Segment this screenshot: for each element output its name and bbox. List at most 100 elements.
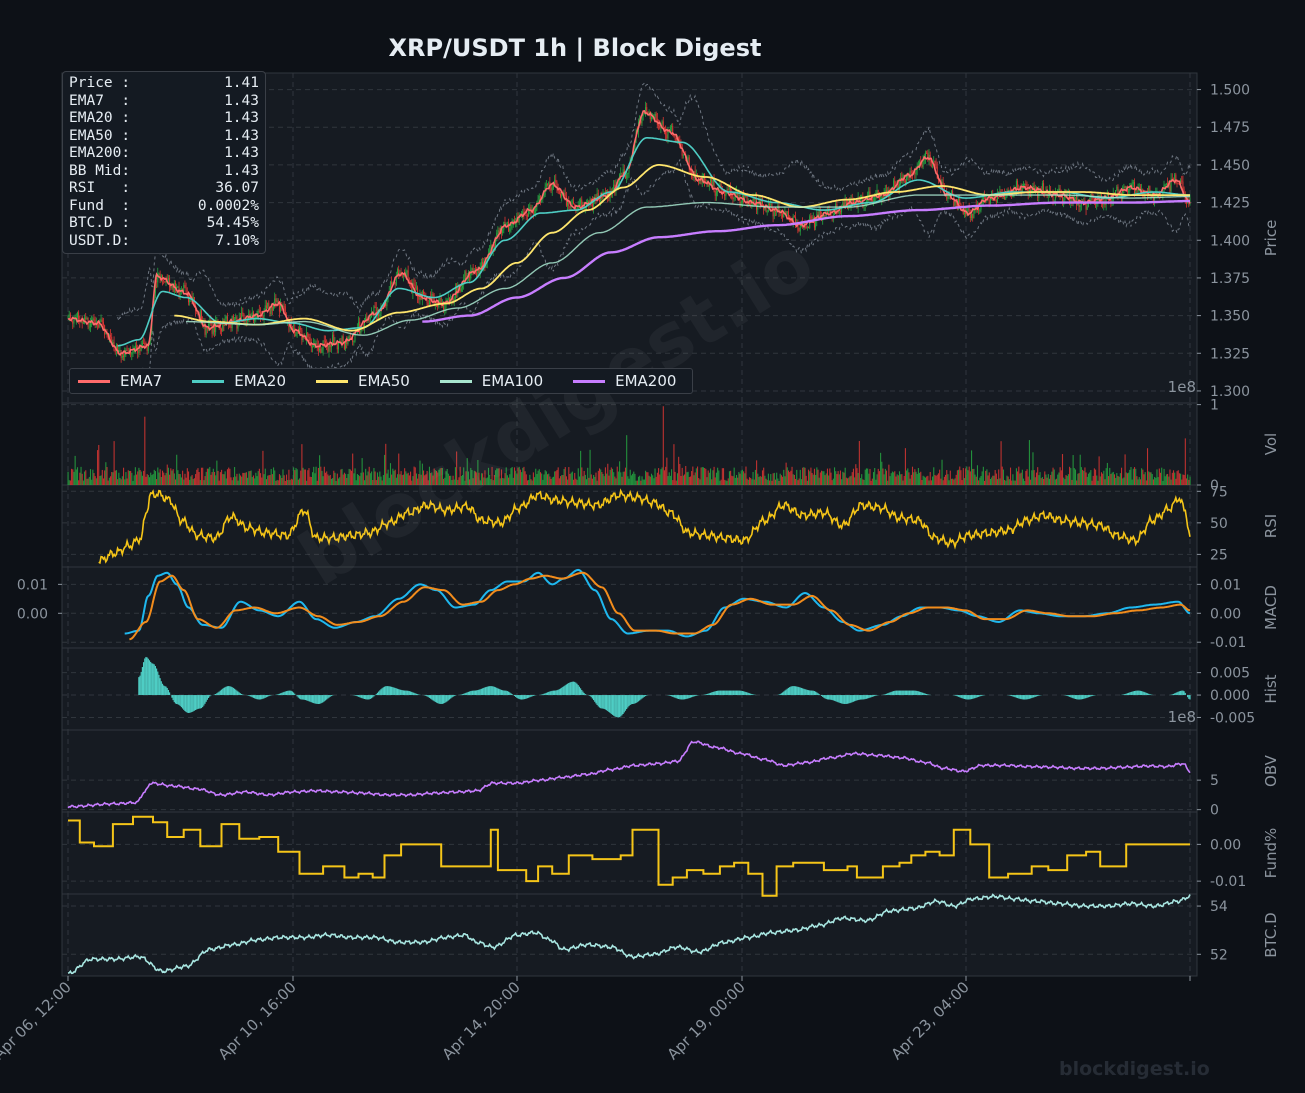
hist-bar: [427, 695, 429, 698]
volume-bar: [556, 469, 558, 485]
hist-bar: [926, 694, 928, 696]
hist-bar: [1130, 691, 1132, 696]
volume-bar: [940, 478, 942, 485]
hist-bar: [785, 689, 787, 696]
candle-body: [818, 209, 820, 216]
volume-bar: [208, 468, 210, 485]
candle-body: [805, 226, 807, 229]
volume-bar: [1181, 479, 1183, 485]
hist-bar: [790, 686, 792, 696]
volume-bar: [89, 469, 92, 485]
candle-body: [968, 208, 970, 212]
volume-bar: [1082, 469, 1084, 485]
hist-bar: [297, 695, 299, 698]
volume-bar: [420, 474, 422, 485]
volume-bar: [202, 467, 204, 485]
candle-body: [146, 345, 148, 351]
volume-bar: [450, 475, 452, 485]
candle-body: [1151, 193, 1153, 195]
hist-bar: [504, 690, 506, 696]
hist-bar: [496, 687, 498, 696]
volume-bar: [1142, 469, 1144, 485]
volume-bar: [558, 478, 560, 485]
hist-bar: [826, 695, 829, 700]
y-tick-label: -0.01: [1210, 874, 1246, 890]
volume-bar: [1184, 438, 1186, 485]
candle-body: [608, 196, 610, 199]
candle-body: [1108, 192, 1110, 200]
hist-bar: [490, 686, 492, 696]
volume-bar: [69, 480, 71, 485]
volume-bar: [578, 476, 580, 485]
volume-bar: [939, 469, 941, 485]
candle-body: [791, 221, 793, 222]
candle-body: [508, 221, 510, 232]
volume-bar: [278, 474, 281, 485]
hist-bar: [217, 692, 219, 696]
volume-bar: [639, 475, 641, 485]
candle-body: [102, 322, 104, 326]
candle-body: [398, 268, 400, 275]
candle-body: [739, 194, 741, 205]
candle-body: [493, 246, 495, 247]
volume-bar: [231, 480, 233, 485]
volume-bar: [906, 470, 908, 485]
volume-bar: [802, 467, 804, 485]
info-value: 36.07: [215, 180, 259, 196]
volume-bar: [709, 468, 712, 485]
candle-body: [189, 299, 191, 303]
hist-bar: [288, 690, 290, 696]
hist-bar: [707, 693, 709, 696]
volume-bar: [81, 473, 83, 485]
candle-body: [330, 343, 332, 348]
volume-bar: [1009, 467, 1012, 485]
hist-bar: [194, 695, 197, 711]
candle-body: [298, 327, 300, 334]
hist-bar: [233, 688, 236, 696]
volume-bar: [131, 472, 133, 485]
hist-bar: [894, 690, 896, 696]
candle-body: [646, 107, 648, 112]
line-btc-dominance: [67, 893, 1191, 975]
volume-bar: [741, 469, 743, 485]
volume-bar: [658, 468, 660, 485]
candle-body: [765, 207, 767, 213]
hist-bar: [616, 695, 618, 718]
volume-bar: [568, 467, 570, 485]
hist-bar: [220, 689, 223, 696]
hist-bar: [635, 695, 637, 703]
volume-bar: [1097, 480, 1099, 485]
volume-bar: [684, 474, 686, 485]
candle-body: [444, 308, 446, 310]
candle-body: [590, 199, 592, 202]
volume-bar: [724, 479, 726, 485]
candle-body: [432, 293, 434, 296]
volume-bar: [570, 472, 572, 485]
hist-bar: [575, 682, 577, 696]
info-label: Fund :: [69, 197, 131, 214]
y-tick-label: 0.005: [1210, 666, 1250, 682]
candle-body: [310, 344, 312, 348]
hist-bar: [471, 690, 473, 696]
hist-bar: [918, 691, 921, 696]
candle-body: [174, 282, 176, 289]
candle-body: [1015, 180, 1017, 194]
volume-bar: [641, 476, 643, 485]
candle-body: [591, 201, 593, 209]
volume-bar: [868, 473, 870, 485]
volume-bar: [99, 476, 101, 485]
candle-body: [1054, 192, 1056, 200]
hist-bar: [584, 694, 586, 696]
volume-bar: [819, 472, 821, 485]
line-ema200: [422, 199, 1190, 323]
volume-bar: [458, 477, 460, 485]
x-tick-label: Apr 14, 20:00: [439, 978, 524, 1063]
hist-bar: [752, 694, 754, 696]
volume-bar: [1018, 466, 1020, 485]
volume-bar: [680, 475, 682, 485]
hist-bar: [911, 690, 914, 696]
candle-body: [347, 340, 349, 345]
volume-bar: [675, 480, 677, 485]
candle-body: [919, 161, 921, 165]
hist-bar: [903, 690, 905, 696]
